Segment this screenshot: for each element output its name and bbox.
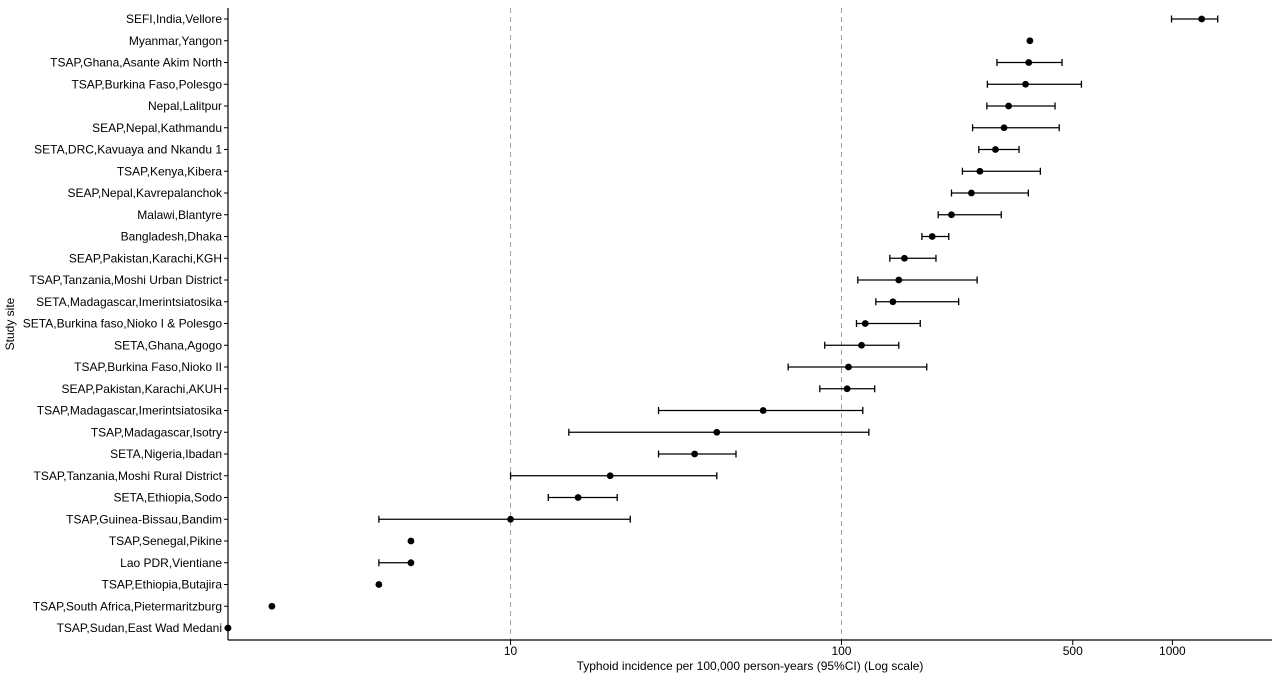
point-estimate xyxy=(691,450,699,458)
site-label: SETA,Ghana,Agogo xyxy=(114,338,222,352)
site-label: SEAP,Nepal,Kavrepalanchok xyxy=(67,186,223,200)
point-estimate xyxy=(968,189,975,197)
point-estimate xyxy=(1005,102,1013,110)
x-tick-label: 100 xyxy=(831,644,851,658)
point-estimate xyxy=(606,472,614,480)
site-label: SETA,Madagascar,Imerintsiatosika xyxy=(36,295,222,309)
site-label: SETA,Nigeria,Ibadan xyxy=(110,447,222,461)
site-label: SEAP,Pakistan,Karachi,KGH xyxy=(69,251,222,265)
site-label: TSAP,Madagascar,Imerintsiatosika xyxy=(37,404,223,418)
point-estimate xyxy=(407,559,415,567)
x-tick-label: 10 xyxy=(504,644,518,658)
x-tick-label: 500 xyxy=(1063,644,1083,658)
y-axis-site-labels: SEFI,India,Vellore Myanmar,Yangon TSAP,Gha… xyxy=(23,12,228,635)
site-label: TSAP,Tanzania,Moshi Urban District xyxy=(29,273,222,287)
point-estimate xyxy=(268,602,276,610)
point-estimate xyxy=(895,276,903,284)
site-label: TSAP,Madagascar,Isotry xyxy=(91,425,222,439)
site-label: TSAP,Tanzania,Moshi Rural District xyxy=(33,469,222,483)
x-axis-title: Typhoid incidence per 100,000 person-yea… xyxy=(577,659,924,673)
point-estimate xyxy=(928,233,936,240)
site-label: TSAP,Guinea-Bissau,Bandim xyxy=(66,512,222,526)
site-label: TSAP,Sudan,East Wad Medani xyxy=(57,621,222,635)
point-estimate xyxy=(375,581,383,588)
point-estimate xyxy=(992,146,999,153)
site-label: SEFI,India,Vellore xyxy=(126,12,222,26)
site-label: TSAP,Burkina Faso,Nioko II xyxy=(74,360,222,374)
point-estimate xyxy=(843,385,851,393)
point-estimate xyxy=(976,167,984,175)
site-label: Nepal,Lalitpur xyxy=(148,99,222,113)
point-estimate xyxy=(1022,80,1029,88)
confidence-intervals xyxy=(378,15,1219,567)
point-estimate xyxy=(1000,124,1008,132)
site-label: TSAP,Kenya,Kibera xyxy=(117,164,223,178)
x-axis-ticks: 10 100 500 1000 xyxy=(504,640,1186,658)
site-label: Malawi,Blantyre xyxy=(137,208,222,222)
site-label: SETA,DRC,Kavuaya and Nkandu 1 xyxy=(34,143,222,157)
site-label: TSAP,Ghana,Asante Akim North xyxy=(50,56,222,70)
x-tick-label: 1000 xyxy=(1159,644,1186,658)
point-estimate xyxy=(507,515,514,523)
point-estimate xyxy=(861,320,869,327)
point-estimate xyxy=(1198,15,1206,23)
site-label: TSAP,Burkina Faso,Polesgo xyxy=(71,77,222,91)
point-estimate xyxy=(574,494,582,501)
point-estimate xyxy=(1026,37,1034,45)
point-estimates xyxy=(224,15,1206,632)
y-axis-title: Study site xyxy=(3,297,17,350)
point-estimate xyxy=(1025,59,1033,66)
site-label: SEAP,Nepal,Kathmandu xyxy=(92,121,222,135)
point-estimate xyxy=(948,211,955,219)
point-estimate xyxy=(713,428,721,436)
point-estimate xyxy=(889,298,897,306)
gridlines xyxy=(510,8,842,640)
point-estimate xyxy=(759,407,767,414)
point-estimate xyxy=(858,341,865,349)
site-label: Bangladesh,Dhaka xyxy=(121,230,223,244)
site-label: Myanmar,Yangon xyxy=(129,34,222,48)
axes xyxy=(227,8,1272,641)
site-label: TSAP,Senegal,Pikine xyxy=(109,534,223,548)
site-label: TSAP,Ethiopia,Butajira xyxy=(101,578,222,592)
site-label: SEAP,Pakistan,Karachi,AKUH xyxy=(61,382,222,396)
point-estimate xyxy=(407,537,415,545)
point-estimate xyxy=(845,363,852,371)
site-label: SETA,Ethiopia,Sodo xyxy=(113,491,222,505)
site-label: SETA,Burkina faso,Nioko I & Polesgo xyxy=(23,317,223,331)
site-label: Lao PDR,Vientiane xyxy=(120,556,222,570)
point-estimate xyxy=(901,254,908,262)
site-label: TSAP,South Africa,Pietermaritzburg xyxy=(33,599,222,613)
